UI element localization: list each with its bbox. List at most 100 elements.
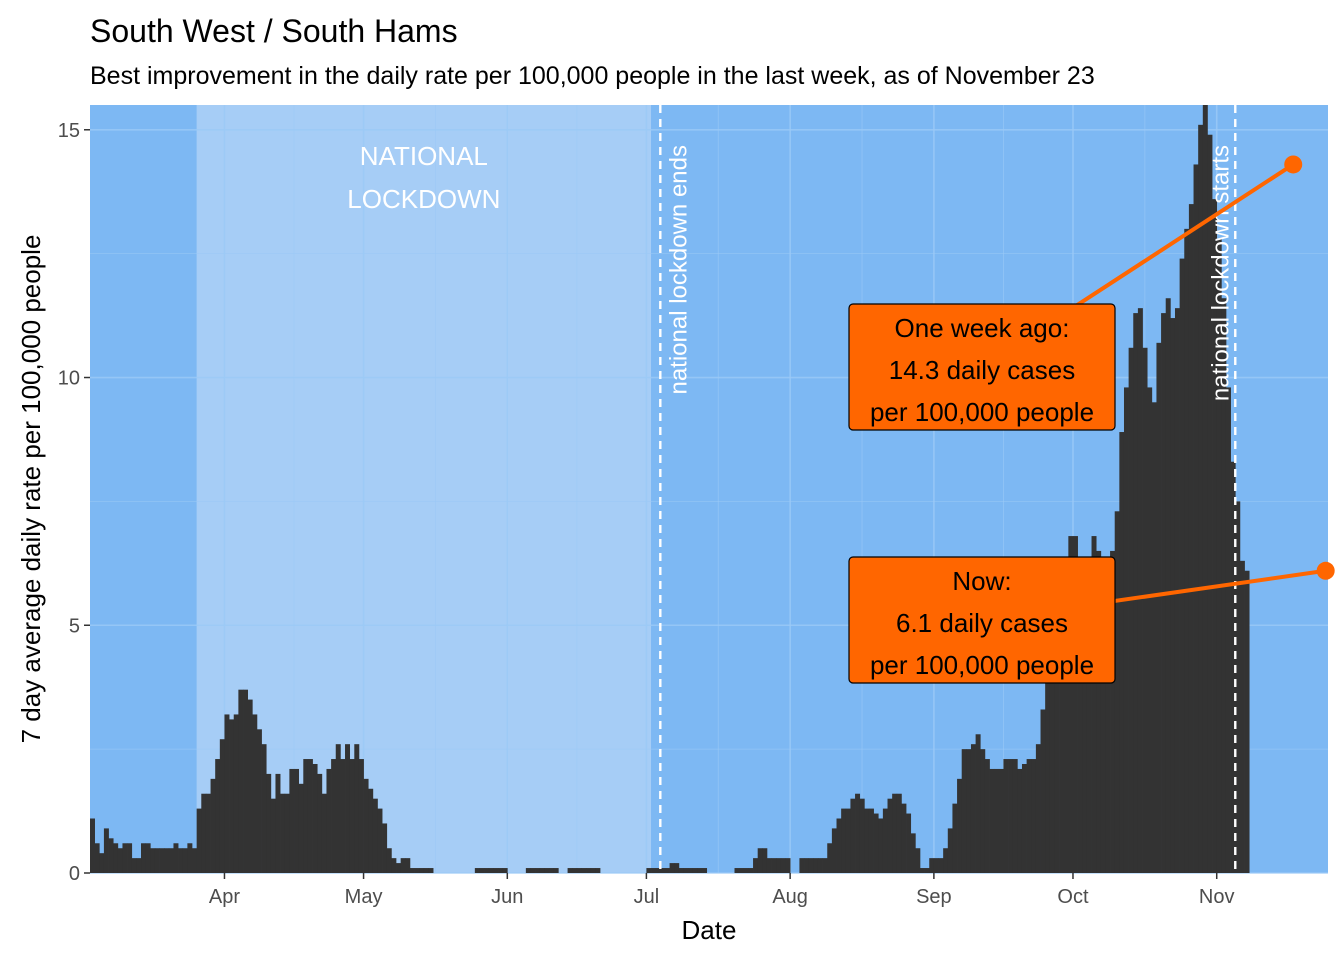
bar — [145, 843, 151, 873]
bar — [1077, 565, 1083, 873]
bar — [1045, 659, 1051, 873]
bar — [1012, 759, 1018, 873]
bar — [266, 773, 272, 873]
x-tick-label: Sep — [916, 886, 952, 908]
bar — [1133, 313, 1139, 873]
y-tick-label: 15 — [58, 120, 80, 142]
bar — [845, 808, 851, 873]
bar — [168, 848, 174, 873]
bar — [1239, 560, 1245, 873]
bar — [739, 868, 745, 873]
bar — [984, 759, 990, 873]
bar — [882, 808, 888, 873]
bar — [933, 858, 939, 873]
bar — [192, 848, 197, 873]
y-axis-title: 7 day average daily rate per 100,000 peo… — [16, 235, 46, 744]
bar — [210, 778, 216, 873]
bar — [243, 689, 248, 873]
bar — [303, 759, 309, 873]
bar — [1100, 560, 1106, 873]
y-tick-label: 10 — [58, 368, 80, 390]
bar — [377, 808, 383, 873]
bar — [261, 744, 267, 873]
bar — [400, 858, 406, 873]
bar — [1244, 570, 1250, 873]
bar — [428, 868, 434, 873]
bar — [1184, 228, 1190, 873]
bar — [498, 868, 504, 873]
bar — [766, 858, 772, 873]
chart-title: South West / South Hams — [90, 13, 458, 49]
bar — [980, 749, 986, 873]
bar — [335, 744, 341, 873]
bar — [423, 868, 429, 873]
bar — [1040, 709, 1046, 873]
bar — [961, 749, 967, 873]
bar — [929, 858, 935, 873]
bar — [108, 838, 114, 873]
bar — [131, 858, 137, 873]
bar — [349, 759, 355, 873]
bar — [1156, 342, 1162, 873]
bar — [229, 719, 235, 873]
bar — [1096, 550, 1102, 873]
bar — [294, 768, 300, 873]
bar — [762, 848, 768, 873]
bar — [1170, 318, 1176, 873]
bar — [201, 793, 207, 873]
bar — [692, 868, 698, 873]
bar — [688, 868, 694, 873]
bar — [484, 868, 490, 873]
bar — [1063, 565, 1069, 873]
bar — [372, 798, 378, 873]
bar — [734, 868, 740, 873]
bar — [488, 868, 494, 873]
vline-label: national lockdown ends — [665, 145, 692, 395]
bar — [970, 744, 976, 873]
bar — [590, 868, 596, 873]
shaded-regions — [196, 105, 652, 873]
y-tick-label: 0 — [69, 863, 80, 885]
bar — [345, 744, 351, 873]
callout-text-line2: 6.1 daily cases — [896, 608, 1068, 638]
bar — [1235, 501, 1241, 873]
bar — [873, 813, 879, 873]
bar — [697, 868, 703, 873]
bar — [924, 868, 930, 873]
bar — [776, 858, 782, 873]
bar — [117, 848, 123, 873]
bar — [238, 689, 244, 873]
bar — [173, 843, 179, 873]
bar — [525, 868, 531, 873]
bar — [943, 848, 949, 873]
bar — [1207, 134, 1213, 874]
bar — [474, 868, 480, 873]
callout-text-line2: 14.3 daily cases — [889, 355, 1075, 385]
bar — [938, 858, 944, 873]
bar — [748, 868, 754, 873]
bar — [103, 828, 109, 873]
bar — [1105, 575, 1111, 873]
bar — [785, 858, 791, 873]
bar — [678, 868, 684, 873]
bar — [326, 768, 332, 873]
bar — [205, 793, 211, 873]
shaded-region-lockdown — [196, 105, 652, 873]
bar — [655, 868, 661, 873]
bar — [1114, 511, 1120, 873]
bar — [539, 868, 545, 873]
bar — [284, 793, 290, 873]
bar — [674, 863, 680, 873]
bar — [799, 858, 805, 873]
bar — [878, 818, 884, 873]
bar — [586, 868, 592, 873]
bar — [256, 729, 262, 873]
x-tick-label: Jun — [491, 886, 523, 908]
bar — [868, 808, 874, 873]
bar — [164, 848, 170, 873]
bar — [215, 759, 221, 873]
bar — [549, 868, 555, 873]
bar — [906, 813, 912, 873]
bar — [576, 868, 582, 873]
bar — [567, 868, 573, 873]
